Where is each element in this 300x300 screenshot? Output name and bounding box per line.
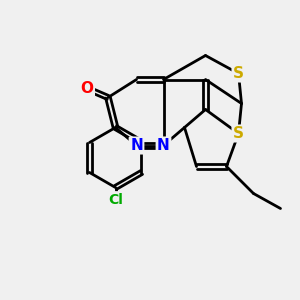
Text: S: S bbox=[233, 66, 244, 81]
Text: O: O bbox=[80, 81, 94, 96]
Text: Cl: Cl bbox=[108, 193, 123, 206]
Text: N: N bbox=[130, 138, 143, 153]
Text: S: S bbox=[233, 126, 244, 141]
Text: N: N bbox=[157, 138, 170, 153]
